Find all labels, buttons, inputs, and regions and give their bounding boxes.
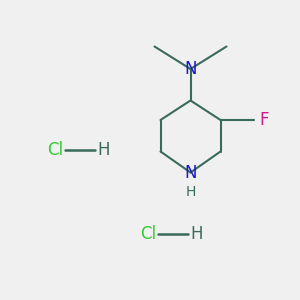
Text: H: H [98,141,110,159]
Text: H: H [185,185,196,199]
Text: F: F [259,111,268,129]
Text: Cl: Cl [140,225,156,243]
Text: N: N [184,60,197,78]
Text: Cl: Cl [47,141,63,159]
Text: N: N [184,164,197,181]
Text: H: H [190,225,203,243]
